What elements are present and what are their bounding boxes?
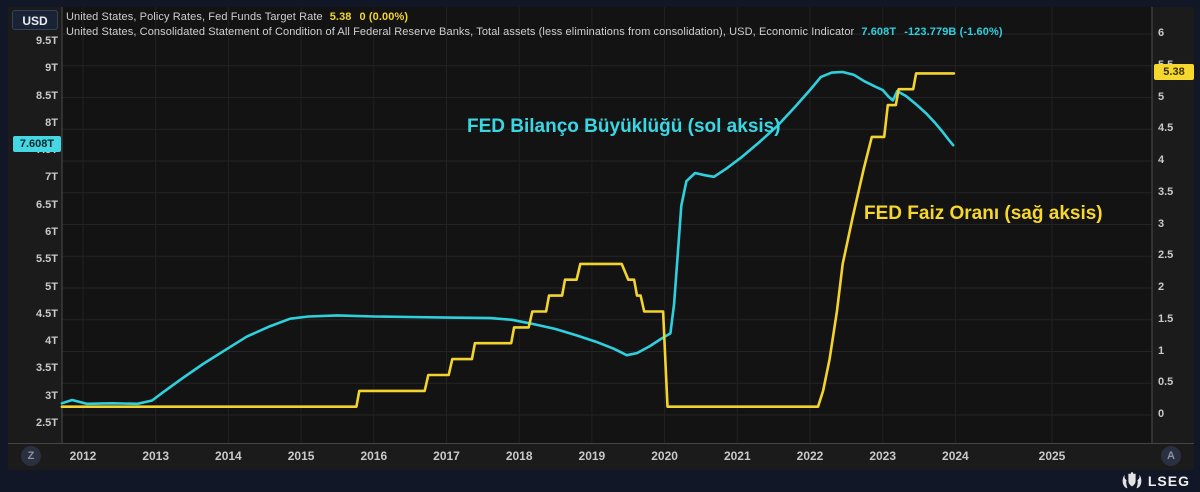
legend-last-value: 7.608T bbox=[861, 26, 897, 38]
currency-axis-button[interactable]: USD bbox=[12, 10, 58, 30]
x-axis-year-label: 2014 bbox=[215, 449, 242, 463]
left-axis-tick-label: 3T bbox=[45, 389, 58, 402]
left-axis-tick-label: 5T bbox=[45, 280, 58, 293]
x-axis-year-label: 2020 bbox=[651, 449, 678, 463]
left-axis-tick-label: 6.5T bbox=[35, 198, 58, 211]
right-axis-tick-label: 4 bbox=[1158, 154, 1165, 166]
right-axis-tick-label: 5 bbox=[1158, 90, 1165, 103]
legend-name: United States, Policy Rates, Fed Funds T… bbox=[66, 11, 323, 23]
left-axis-tick-label: 6T bbox=[45, 225, 58, 238]
left-axis-tick-label: 9.5T bbox=[35, 35, 58, 47]
lseg-brand: LSEG bbox=[1121, 471, 1190, 491]
annotation-rate-label[interactable]: FED Faiz Oranı (sağ aksis) bbox=[864, 203, 1103, 224]
x-axis-year-label: 2019 bbox=[578, 449, 606, 463]
right-axis-tick-label: 0.5 bbox=[1158, 376, 1174, 389]
auto-scale-button[interactable]: A bbox=[1161, 446, 1181, 466]
lseg-brand-text: LSEG bbox=[1147, 473, 1190, 489]
legend-row-fed-funds[interactable]: United States, Policy Rates, Fed Funds T… bbox=[66, 11, 408, 23]
right-axis-tick-label: 1 bbox=[1158, 344, 1165, 357]
legend-change: 0 (0.00%) bbox=[359, 11, 409, 23]
legend-change: -123.779B (-1.60%) bbox=[904, 26, 1003, 38]
legend-name: United States, Consolidated Statement of… bbox=[66, 26, 855, 38]
x-axis-year-label: 2023 bbox=[869, 449, 897, 463]
right-axis-tick-label: 2.5 bbox=[1158, 249, 1174, 262]
x-axis-year-label: 2025 bbox=[1038, 449, 1066, 463]
chart-plot-area[interactable] bbox=[62, 7, 1152, 443]
last-value-badge-assets: 7.608T bbox=[13, 136, 61, 153]
left-axis-tick-label: 8.5T bbox=[35, 89, 58, 102]
x-axis-year-label: 2012 bbox=[69, 449, 97, 463]
x-axis-year-label: 2022 bbox=[796, 449, 824, 463]
legend-last-value: 5.38 bbox=[329, 11, 352, 23]
left-axis-tick-label: 4T bbox=[45, 335, 58, 348]
left-axis-tick-label: 3.5T bbox=[35, 362, 58, 375]
left-axis-tick-label: 4.5T bbox=[35, 307, 58, 320]
lseg-crest-icon bbox=[1122, 472, 1142, 489]
x-axis-year-label: 2024 bbox=[942, 449, 969, 463]
right-axis-tick-label: 6 bbox=[1158, 27, 1165, 39]
x-axis-year-label: 2015 bbox=[287, 449, 315, 463]
zoom-mode-button[interactable]: Z bbox=[21, 446, 41, 466]
left-axis-tick-label: 9T bbox=[45, 62, 58, 75]
legend-row-fed-assets[interactable]: United States, Consolidated Statement of… bbox=[66, 26, 1003, 38]
x-axis-separator bbox=[8, 443, 1194, 444]
left-axis-tick-label: 7T bbox=[45, 171, 58, 184]
left-axis-tick-label: 8T bbox=[45, 116, 58, 129]
x-axis-year-label: 2017 bbox=[433, 449, 460, 463]
x-axis-year-label: 2018 bbox=[505, 449, 533, 463]
right-axis-tick-label: 0 bbox=[1158, 408, 1165, 420]
right-axis-tick-label: 4.5 bbox=[1158, 122, 1174, 135]
annotation-balance-sheet-label[interactable]: FED Bilanço Büyüklüğü (sol aksis) bbox=[467, 116, 781, 137]
left-axis-tick-label: 2.5T bbox=[35, 416, 58, 429]
right-axis-tick-label: 1.5 bbox=[1158, 312, 1174, 325]
right-axis-tick-label: 3 bbox=[1158, 217, 1165, 230]
x-axis-year-label: 2013 bbox=[142, 449, 170, 463]
x-axis-year-label: 2021 bbox=[723, 449, 751, 463]
right-axis-tick-label: 2 bbox=[1158, 281, 1165, 293]
last-value-badge-rate: 5.38 bbox=[1154, 64, 1194, 81]
right-axis-tick-label: 3.5 bbox=[1158, 185, 1174, 198]
left-axis-tick-label: 5.5T bbox=[35, 253, 58, 266]
x-axis-year-label: 2016 bbox=[360, 449, 388, 463]
